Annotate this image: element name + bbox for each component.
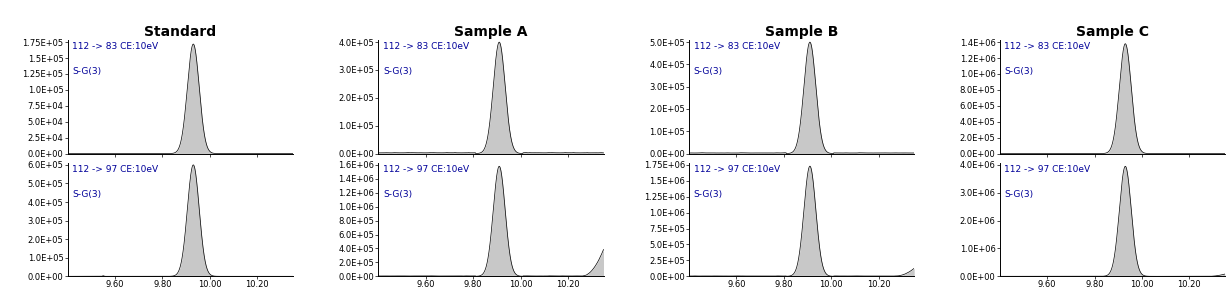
Text: S-G(3): S-G(3) — [383, 190, 412, 199]
Text: S-G(3): S-G(3) — [693, 190, 723, 199]
Title: Sample C: Sample C — [1076, 25, 1149, 39]
Text: 112 -> 83 CE:10eV: 112 -> 83 CE:10eV — [693, 42, 779, 51]
Text: S-G(3): S-G(3) — [383, 67, 412, 76]
Text: S-G(3): S-G(3) — [73, 67, 101, 76]
Title: Standard: Standard — [144, 25, 217, 39]
Text: 112 -> 97 CE:10eV: 112 -> 97 CE:10eV — [1004, 165, 1091, 174]
Title: Sample B: Sample B — [764, 25, 838, 39]
Text: S-G(3): S-G(3) — [1004, 67, 1033, 76]
Text: 112 -> 83 CE:10eV: 112 -> 83 CE:10eV — [73, 42, 159, 51]
Text: 112 -> 83 CE:10eV: 112 -> 83 CE:10eV — [383, 42, 469, 51]
Text: S-G(3): S-G(3) — [693, 67, 723, 76]
Text: 112 -> 97 CE:10eV: 112 -> 97 CE:10eV — [693, 165, 779, 174]
Text: 112 -> 97 CE:10eV: 112 -> 97 CE:10eV — [383, 165, 469, 174]
Text: S-G(3): S-G(3) — [1004, 190, 1033, 199]
Text: 112 -> 83 CE:10eV: 112 -> 83 CE:10eV — [1004, 42, 1091, 51]
Text: 112 -> 97 CE:10eV: 112 -> 97 CE:10eV — [73, 165, 159, 174]
Title: Sample A: Sample A — [454, 25, 528, 39]
Text: S-G(3): S-G(3) — [73, 190, 101, 199]
